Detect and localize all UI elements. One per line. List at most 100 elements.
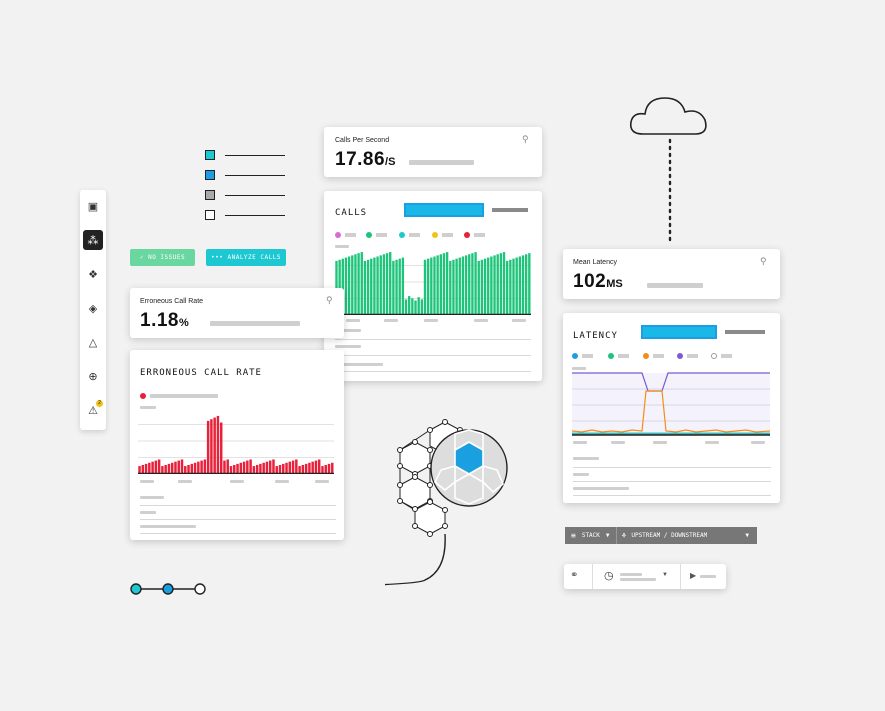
metric-unit: % <box>178 317 189 329</box>
chart-bar <box>338 259 341 315</box>
chart-bar <box>370 258 373 315</box>
tick-label <box>384 319 398 322</box>
legend-label <box>150 394 218 398</box>
link-icon[interactable]: ⚭ <box>570 570 579 581</box>
mean-latency-card: Mean Latency 102MS ⚲ <box>563 249 780 299</box>
sidebar-item-triangle[interactable]: △ <box>83 332 103 352</box>
chart-bar <box>331 462 334 474</box>
checkbox-blue[interactable] <box>205 170 215 180</box>
chart-bar <box>408 296 411 315</box>
chart-bar <box>255 464 259 474</box>
chart-bar <box>249 459 252 474</box>
stack-icon: ≡ <box>571 531 576 540</box>
chart-bar <box>512 258 515 315</box>
placeholder-bar <box>700 575 716 578</box>
placeholder-bar <box>725 330 765 334</box>
legend-dot-teal <box>399 232 405 238</box>
chart-bar <box>177 460 180 474</box>
chart-bar <box>445 252 449 315</box>
chart-bar <box>210 419 213 474</box>
legend-label <box>721 354 732 358</box>
chart-title: ERRONEOUS CALL RATE <box>140 368 262 378</box>
time-control-bar: ⚭ ◷ ▼ ▶ <box>564 564 726 589</box>
chart-bar <box>170 462 174 474</box>
legend-dot-purple <box>677 353 683 359</box>
legend-dot-red <box>464 232 470 238</box>
chart-bar <box>414 300 417 315</box>
chart-bar <box>493 255 496 315</box>
magnify-icon[interactable]: ⚲ <box>326 295 333 305</box>
chart-bar <box>420 299 424 315</box>
timeline-node <box>130 583 142 595</box>
chart-bar <box>499 253 503 315</box>
chart-bar <box>206 420 210 474</box>
chart-bar <box>449 260 452 315</box>
chart-bar <box>411 298 414 315</box>
chart-bar <box>138 466 141 474</box>
magnify-icon[interactable]: ⚲ <box>760 256 767 266</box>
latency-lines <box>572 372 771 436</box>
chart-bar <box>151 461 154 474</box>
axis-label <box>335 245 349 248</box>
chart-bar <box>351 255 354 315</box>
metric-number: 17.86 <box>335 149 386 170</box>
latency-toggle-button[interactable] <box>641 325 717 339</box>
sidebar-item-layers[interactable]: ◈ <box>83 298 103 318</box>
axis-label <box>140 406 156 409</box>
chart-bar <box>389 252 392 315</box>
chart-bar <box>398 258 401 315</box>
magnify-icon[interactable]: ⚲ <box>522 134 529 144</box>
tick-label <box>512 319 526 322</box>
placeholder-bar <box>140 511 156 514</box>
chart-bar <box>363 260 367 315</box>
checkbox-gray[interactable] <box>205 190 215 200</box>
latency-series-orange <box>572 390 771 433</box>
analyze-calls-button[interactable]: ••• ANALYZE CALLS <box>206 249 286 266</box>
sidebar-item-nodes[interactable]: ❖ <box>83 264 103 284</box>
chart-bar <box>502 252 506 315</box>
sidebar-item-window[interactable]: ▣ <box>83 196 103 216</box>
legend-label <box>653 354 664 358</box>
clock-icon[interactable]: ◷ <box>604 570 614 582</box>
checkbox-teal[interactable] <box>205 150 215 160</box>
legend-label <box>409 233 420 237</box>
no-issues-button[interactable]: ✓ NO ISSUES <box>130 249 195 266</box>
chart-bar <box>304 463 308 474</box>
calls-toggle-button[interactable] <box>404 203 484 217</box>
chart-bar <box>295 459 298 474</box>
chart-bar <box>515 257 518 315</box>
upstream-dropdown[interactable]: UPSTREAM / DOWNSTREAM <box>631 532 708 539</box>
tick-label <box>611 441 625 444</box>
placeholder-bar <box>140 496 164 499</box>
chevron-down-icon: ▼ <box>605 532 610 539</box>
sidebar-item-topology[interactable]: ⁂ <box>83 230 103 250</box>
chart-bar <box>401 257 405 315</box>
metric-value: 102MS <box>573 271 623 293</box>
search-icon: ⊕ <box>88 370 98 383</box>
sidebar-item-search[interactable]: ⊕ <box>83 366 103 386</box>
chart-bar <box>298 466 301 474</box>
chevron-down-icon: ▼ <box>745 532 749 539</box>
stack-dropdown[interactable]: STACK <box>581 532 600 539</box>
chart-bar <box>278 464 282 474</box>
chart-title: CALLS <box>335 208 368 218</box>
chart-bar <box>366 259 370 315</box>
chart-bar <box>357 253 360 315</box>
tick-label <box>275 480 289 483</box>
checkbox-empty[interactable] <box>205 210 215 220</box>
tick-label <box>230 480 244 483</box>
chart-bar <box>528 253 531 315</box>
checklist-line <box>225 155 285 156</box>
chart-bar <box>246 460 249 474</box>
play-icon[interactable]: ▶ <box>690 571 697 580</box>
chart-bar <box>354 254 357 315</box>
sidebar-item-warning[interactable]: ⚠ 2 <box>83 400 103 420</box>
sidebar: ▣ ⁂ ❖ ◈ △ ⊕ ⚠ 2 <box>80 190 106 430</box>
error-bars <box>138 415 334 474</box>
warning-icon: ⚠ <box>88 404 98 417</box>
chevron-down-icon[interactable]: ▼ <box>662 572 668 578</box>
erroneous-chart-card: ERRONEOUS CALL RATE <box>130 350 344 540</box>
chart-bar <box>288 461 292 474</box>
chart-bar <box>376 256 379 315</box>
chart-bar <box>223 460 226 474</box>
